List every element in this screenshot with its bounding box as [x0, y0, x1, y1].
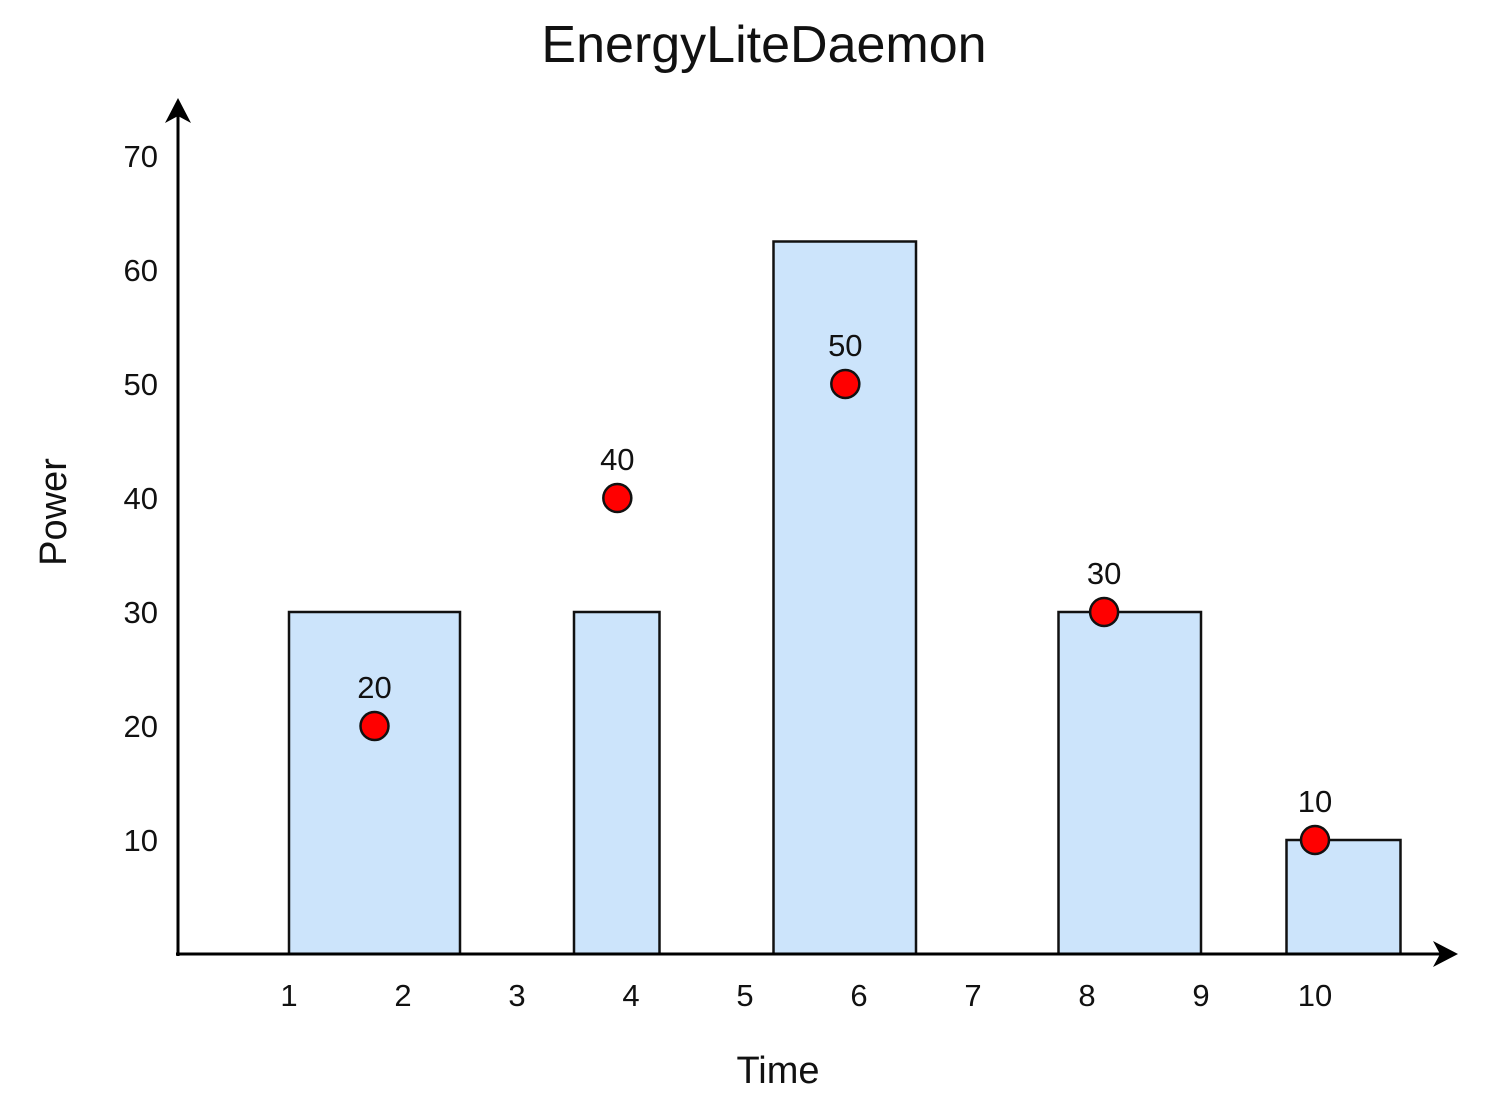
y-tick-label: 70 — [124, 139, 158, 174]
point-label-5: 10 — [1298, 784, 1332, 819]
x-tick-label: 8 — [1078, 978, 1095, 1013]
point-3 — [830, 368, 861, 400]
point-label-1: 20 — [357, 670, 391, 705]
bar-1 — [287, 610, 462, 956]
point-label-3: 50 — [828, 328, 862, 363]
x-tick-label: 1 — [280, 978, 297, 1013]
point-4 — [1088, 596, 1120, 628]
x-tick-label: 5 — [736, 978, 753, 1013]
point-label-2: 40 — [600, 442, 634, 477]
y-axis-label: Power — [33, 458, 75, 566]
chart-title: EnergyLiteDaemon — [541, 16, 986, 74]
points-group: 20 40 50 30 10 — [357, 328, 1332, 856]
y-tick-label: 20 — [124, 709, 158, 744]
x-tick-label: 2 — [394, 978, 411, 1013]
point-label-4: 30 — [1087, 556, 1121, 591]
y-tick-label: 50 — [124, 367, 158, 402]
point-5 — [1299, 824, 1331, 856]
x-tick-label: 6 — [850, 978, 867, 1013]
bar-5 — [1285, 838, 1402, 956]
x-axis-label: Time — [736, 1050, 819, 1092]
point-2 — [602, 482, 633, 514]
bar-4 — [1057, 610, 1203, 956]
x-axis-arrow — [1433, 941, 1458, 967]
x-tick-label: 4 — [622, 978, 639, 1013]
y-axis-arrow — [165, 98, 191, 123]
x-tick-label: 9 — [1192, 978, 1209, 1013]
y-tick-label: 40 — [124, 481, 158, 516]
bar-2 — [572, 610, 661, 956]
x-tick-label: 7 — [964, 978, 981, 1013]
axes-group — [165, 98, 1458, 967]
x-tick-label: 3 — [508, 978, 525, 1013]
bar-3 — [772, 240, 918, 956]
y-tick-label: 10 — [124, 823, 158, 858]
bars-group — [287, 240, 1402, 956]
y-tick-label: 60 — [124, 253, 158, 288]
y-tick-label: 30 — [124, 595, 158, 630]
x-tick-label: 10 — [1298, 978, 1332, 1013]
tick-labels-group: 1 2 3 4 5 6 7 8 9 10 10 20 30 40 50 60 70 — [124, 139, 1333, 1013]
point-1 — [359, 710, 390, 742]
